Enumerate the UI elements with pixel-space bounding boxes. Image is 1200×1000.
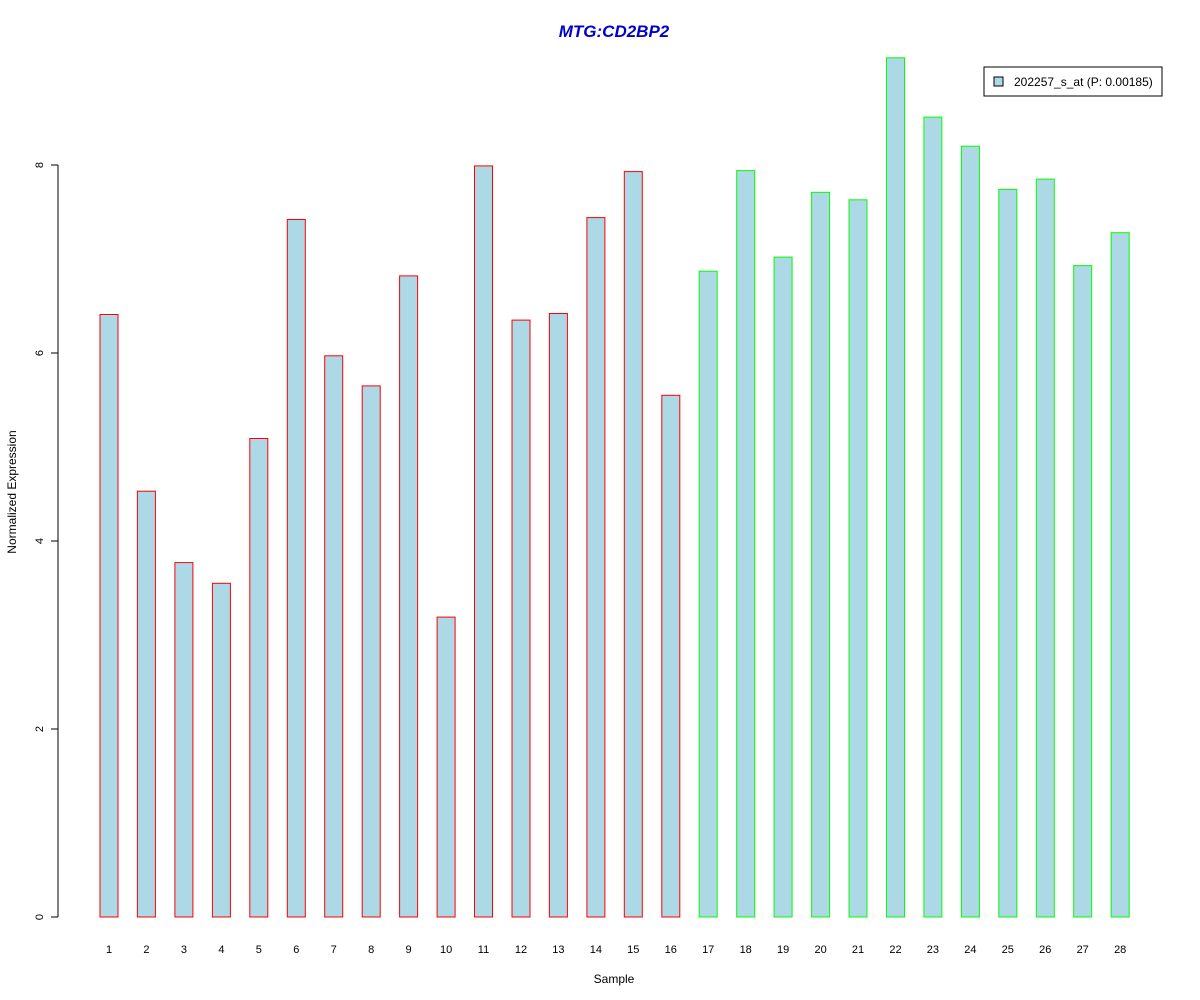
bar-sample-14 <box>586 217 606 918</box>
y-tick-label: 0 <box>34 914 46 920</box>
x-axis-label: Sample <box>594 972 635 986</box>
bar-sample-3 <box>174 562 194 918</box>
bar-sample-1 <box>99 314 119 918</box>
y-axis: 0 2 4 6 8 <box>34 162 59 920</box>
x-tick-label: 14 <box>590 944 602 956</box>
bar-sample-4 <box>211 582 231 918</box>
x-tick-label: 23 <box>927 944 939 956</box>
x-tick-label: 25 <box>1002 944 1014 956</box>
x-tick-label: 17 <box>702 944 714 956</box>
bar-sample-26 <box>1035 178 1055 918</box>
x-tick-label: 5 <box>256 944 262 956</box>
legend-label: 202257_s_at (P: 0.00185) <box>1014 75 1153 89</box>
x-tick-label: 7 <box>331 944 337 956</box>
bar-sample-20 <box>811 191 831 918</box>
legend: 202257_s_at (P: 0.00185) <box>983 66 1163 97</box>
x-tick-label: 20 <box>814 944 826 956</box>
bar-sample-17 <box>698 270 718 918</box>
x-tick-label: 26 <box>1039 944 1051 956</box>
x-tick-label: 4 <box>218 944 224 956</box>
x-tick-label: 16 <box>665 944 677 956</box>
bar-sample-15 <box>623 171 643 918</box>
x-tick-label: 6 <box>293 944 299 956</box>
legend-box <box>983 66 1163 97</box>
x-tick-label: 28 <box>1114 944 1126 956</box>
x-tick-label: 24 <box>964 944 976 956</box>
x-tick-label: 19 <box>777 944 789 956</box>
bar-sample-18 <box>736 170 756 918</box>
bar-sample-28 <box>1110 232 1130 918</box>
x-tick-label: 27 <box>1077 944 1089 956</box>
bar-sample-11 <box>474 165 493 918</box>
x-tick-label: 13 <box>552 944 564 956</box>
bar-sample-8 <box>361 385 381 918</box>
x-tick-label: 18 <box>740 944 752 956</box>
bar-sample-9 <box>399 275 419 918</box>
x-tick-label: 15 <box>627 944 639 956</box>
x-tick-label: 3 <box>181 944 187 956</box>
bar-sample-22 <box>886 57 905 918</box>
legend-swatch <box>993 76 1004 87</box>
x-tick-label: 11 <box>478 944 489 956</box>
bar-sample-7 <box>324 355 344 918</box>
y-axis-label: Normalized Expression <box>5 430 19 553</box>
bar-sample-23 <box>923 116 943 918</box>
x-tick-label: 2 <box>143 944 149 956</box>
bar-sample-10 <box>436 616 456 918</box>
y-tick-label: 4 <box>34 538 46 544</box>
bar-sample-21 <box>848 199 868 918</box>
x-tick-label: 22 <box>889 944 901 956</box>
bar-sample-13 <box>548 313 568 918</box>
bar-sample-19 <box>773 256 793 918</box>
x-tick-label: 12 <box>515 944 527 956</box>
bar-sample-16 <box>661 394 681 918</box>
chart-title: MTG:CD2BP2 <box>559 22 670 41</box>
bar-sample-6 <box>286 219 306 918</box>
bar-sample-5 <box>249 438 269 918</box>
x-tick-label: 9 <box>406 944 412 956</box>
bars <box>99 57 1130 918</box>
x-axis-tick-labels: 1 2 3 4 5 6 7 8 9 10 11 12 13 14 15 16 17 18 19 20 21 22 23 24 2… <box>106 944 1126 956</box>
bar-sample-2 <box>136 490 156 918</box>
y-tick-label: 6 <box>34 350 46 356</box>
x-tick-label: 1 <box>106 944 112 956</box>
x-tick-label: 10 <box>440 944 452 956</box>
x-tick-label: 8 <box>368 944 374 956</box>
y-tick-label: 8 <box>34 162 46 168</box>
bar-sample-24 <box>960 145 980 918</box>
bar-sample-27 <box>1073 265 1093 918</box>
bar-sample-12 <box>511 319 531 918</box>
bar-sample-25 <box>998 188 1018 918</box>
y-tick-label: 2 <box>34 726 46 732</box>
x-tick-label: 21 <box>852 944 864 956</box>
